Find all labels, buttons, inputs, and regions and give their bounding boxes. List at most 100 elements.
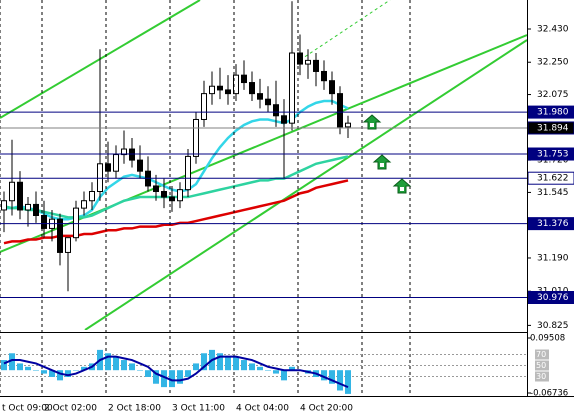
candle-body xyxy=(193,118,199,157)
candle-body xyxy=(41,215,47,229)
candle-body xyxy=(305,59,311,65)
osc-bar xyxy=(329,370,335,384)
osc-bar xyxy=(129,363,135,371)
y-tick-label: 31.720 xyxy=(537,156,569,166)
candle-body xyxy=(81,200,87,209)
y-tick-label: 32.430 xyxy=(537,24,569,34)
osc-bar xyxy=(249,363,255,371)
osc-tick-label: -0.06736 xyxy=(530,389,568,399)
rsi-label: 50 xyxy=(536,361,546,370)
osc-bar xyxy=(1,360,7,371)
candle-body xyxy=(97,163,103,192)
osc-bar xyxy=(233,356,239,371)
candle-body xyxy=(321,70,327,82)
x-tick-label: 4 Oct 04:00 xyxy=(236,404,289,414)
osc-bar xyxy=(9,353,15,371)
osc-bar xyxy=(337,370,343,391)
candle-body xyxy=(345,122,351,128)
main-plot xyxy=(1,1,351,292)
osc-tick-label: 0.09508 xyxy=(530,334,565,344)
candle-body xyxy=(17,181,23,211)
moving-average xyxy=(3,155,349,219)
osc-bar xyxy=(105,353,111,371)
candle-body xyxy=(113,154,119,172)
osc-bar xyxy=(161,370,167,388)
y-tick-label: 32.250 xyxy=(537,58,569,68)
candle-body xyxy=(273,104,279,117)
candle-body xyxy=(105,163,111,172)
osc-bar xyxy=(73,370,79,371)
x-tick-label: 3 Oct 11:00 xyxy=(172,404,225,414)
candle-body xyxy=(57,218,63,253)
x-tick-label: 4 Oct 20:00 xyxy=(300,404,353,414)
level-label: 31.894 xyxy=(537,123,569,133)
candle-body xyxy=(241,74,247,84)
osc-bar xyxy=(193,363,199,371)
osc-bar xyxy=(185,370,191,377)
osc-bar xyxy=(257,366,263,371)
candle-body xyxy=(129,148,135,161)
y-tick-label: 31.545 xyxy=(537,188,569,198)
osc-bar xyxy=(145,370,151,377)
osc-bar xyxy=(17,363,23,371)
osc-bar xyxy=(33,370,39,371)
osc-bar xyxy=(289,366,295,371)
osc-bar xyxy=(121,360,127,371)
candle-body xyxy=(25,203,31,211)
osc-bar xyxy=(281,370,287,381)
signal-line xyxy=(3,355,349,389)
osc-bar xyxy=(57,370,63,381)
osc-bar xyxy=(169,370,175,388)
y-tick-label: 32.075 xyxy=(537,90,569,100)
candle-body xyxy=(225,89,231,95)
axis-frame xyxy=(0,0,574,397)
level-label: 30.976 xyxy=(537,293,569,303)
candle-body xyxy=(73,207,79,239)
osc-bar xyxy=(265,370,271,371)
osc-bar xyxy=(241,360,247,371)
osc-bar xyxy=(137,370,143,371)
x-tick-label: 2 Oct 02:00 xyxy=(44,404,97,414)
rsi-label: 70 xyxy=(536,350,546,359)
rsi-label-box xyxy=(535,371,549,382)
candle-body xyxy=(201,93,207,120)
candle-body xyxy=(281,115,287,124)
candle-body xyxy=(177,189,183,202)
candle-body xyxy=(249,82,255,95)
candle-body xyxy=(161,190,167,198)
osc-bar xyxy=(217,353,223,371)
candle-body xyxy=(289,52,295,124)
osc-bar xyxy=(113,356,119,371)
osc-bar xyxy=(25,366,31,371)
rsi-label-box xyxy=(535,349,549,360)
candle-body xyxy=(185,155,191,191)
candle-body xyxy=(257,93,263,100)
candle-body xyxy=(33,203,39,217)
candle-body xyxy=(265,98,271,106)
level-label: 31.376 xyxy=(537,219,569,229)
osc-bar xyxy=(201,353,207,371)
vertical-dashes xyxy=(361,0,411,397)
osc-bar xyxy=(177,370,183,384)
candle-body xyxy=(313,59,319,72)
osc-bar xyxy=(153,370,159,384)
rsi-label-box xyxy=(535,360,549,371)
y-tick-label: 30.825 xyxy=(537,321,569,331)
level-label: 31.980 xyxy=(537,108,569,118)
candle-body xyxy=(153,185,159,192)
candle-body xyxy=(1,200,7,211)
rsi-label: 30 xyxy=(536,372,546,381)
candle-body xyxy=(329,80,335,95)
candle-body xyxy=(121,148,127,156)
candle-body xyxy=(209,85,215,95)
level-label: 31.622 xyxy=(537,174,569,184)
osc-bar xyxy=(49,370,55,377)
osc-bar xyxy=(345,370,351,394)
x-tick-label: t Oct 09:00 xyxy=(2,404,53,414)
x-tick-label: 2 Oct 18:00 xyxy=(108,404,161,414)
candle-body xyxy=(137,159,143,172)
osc-bar xyxy=(81,366,87,371)
